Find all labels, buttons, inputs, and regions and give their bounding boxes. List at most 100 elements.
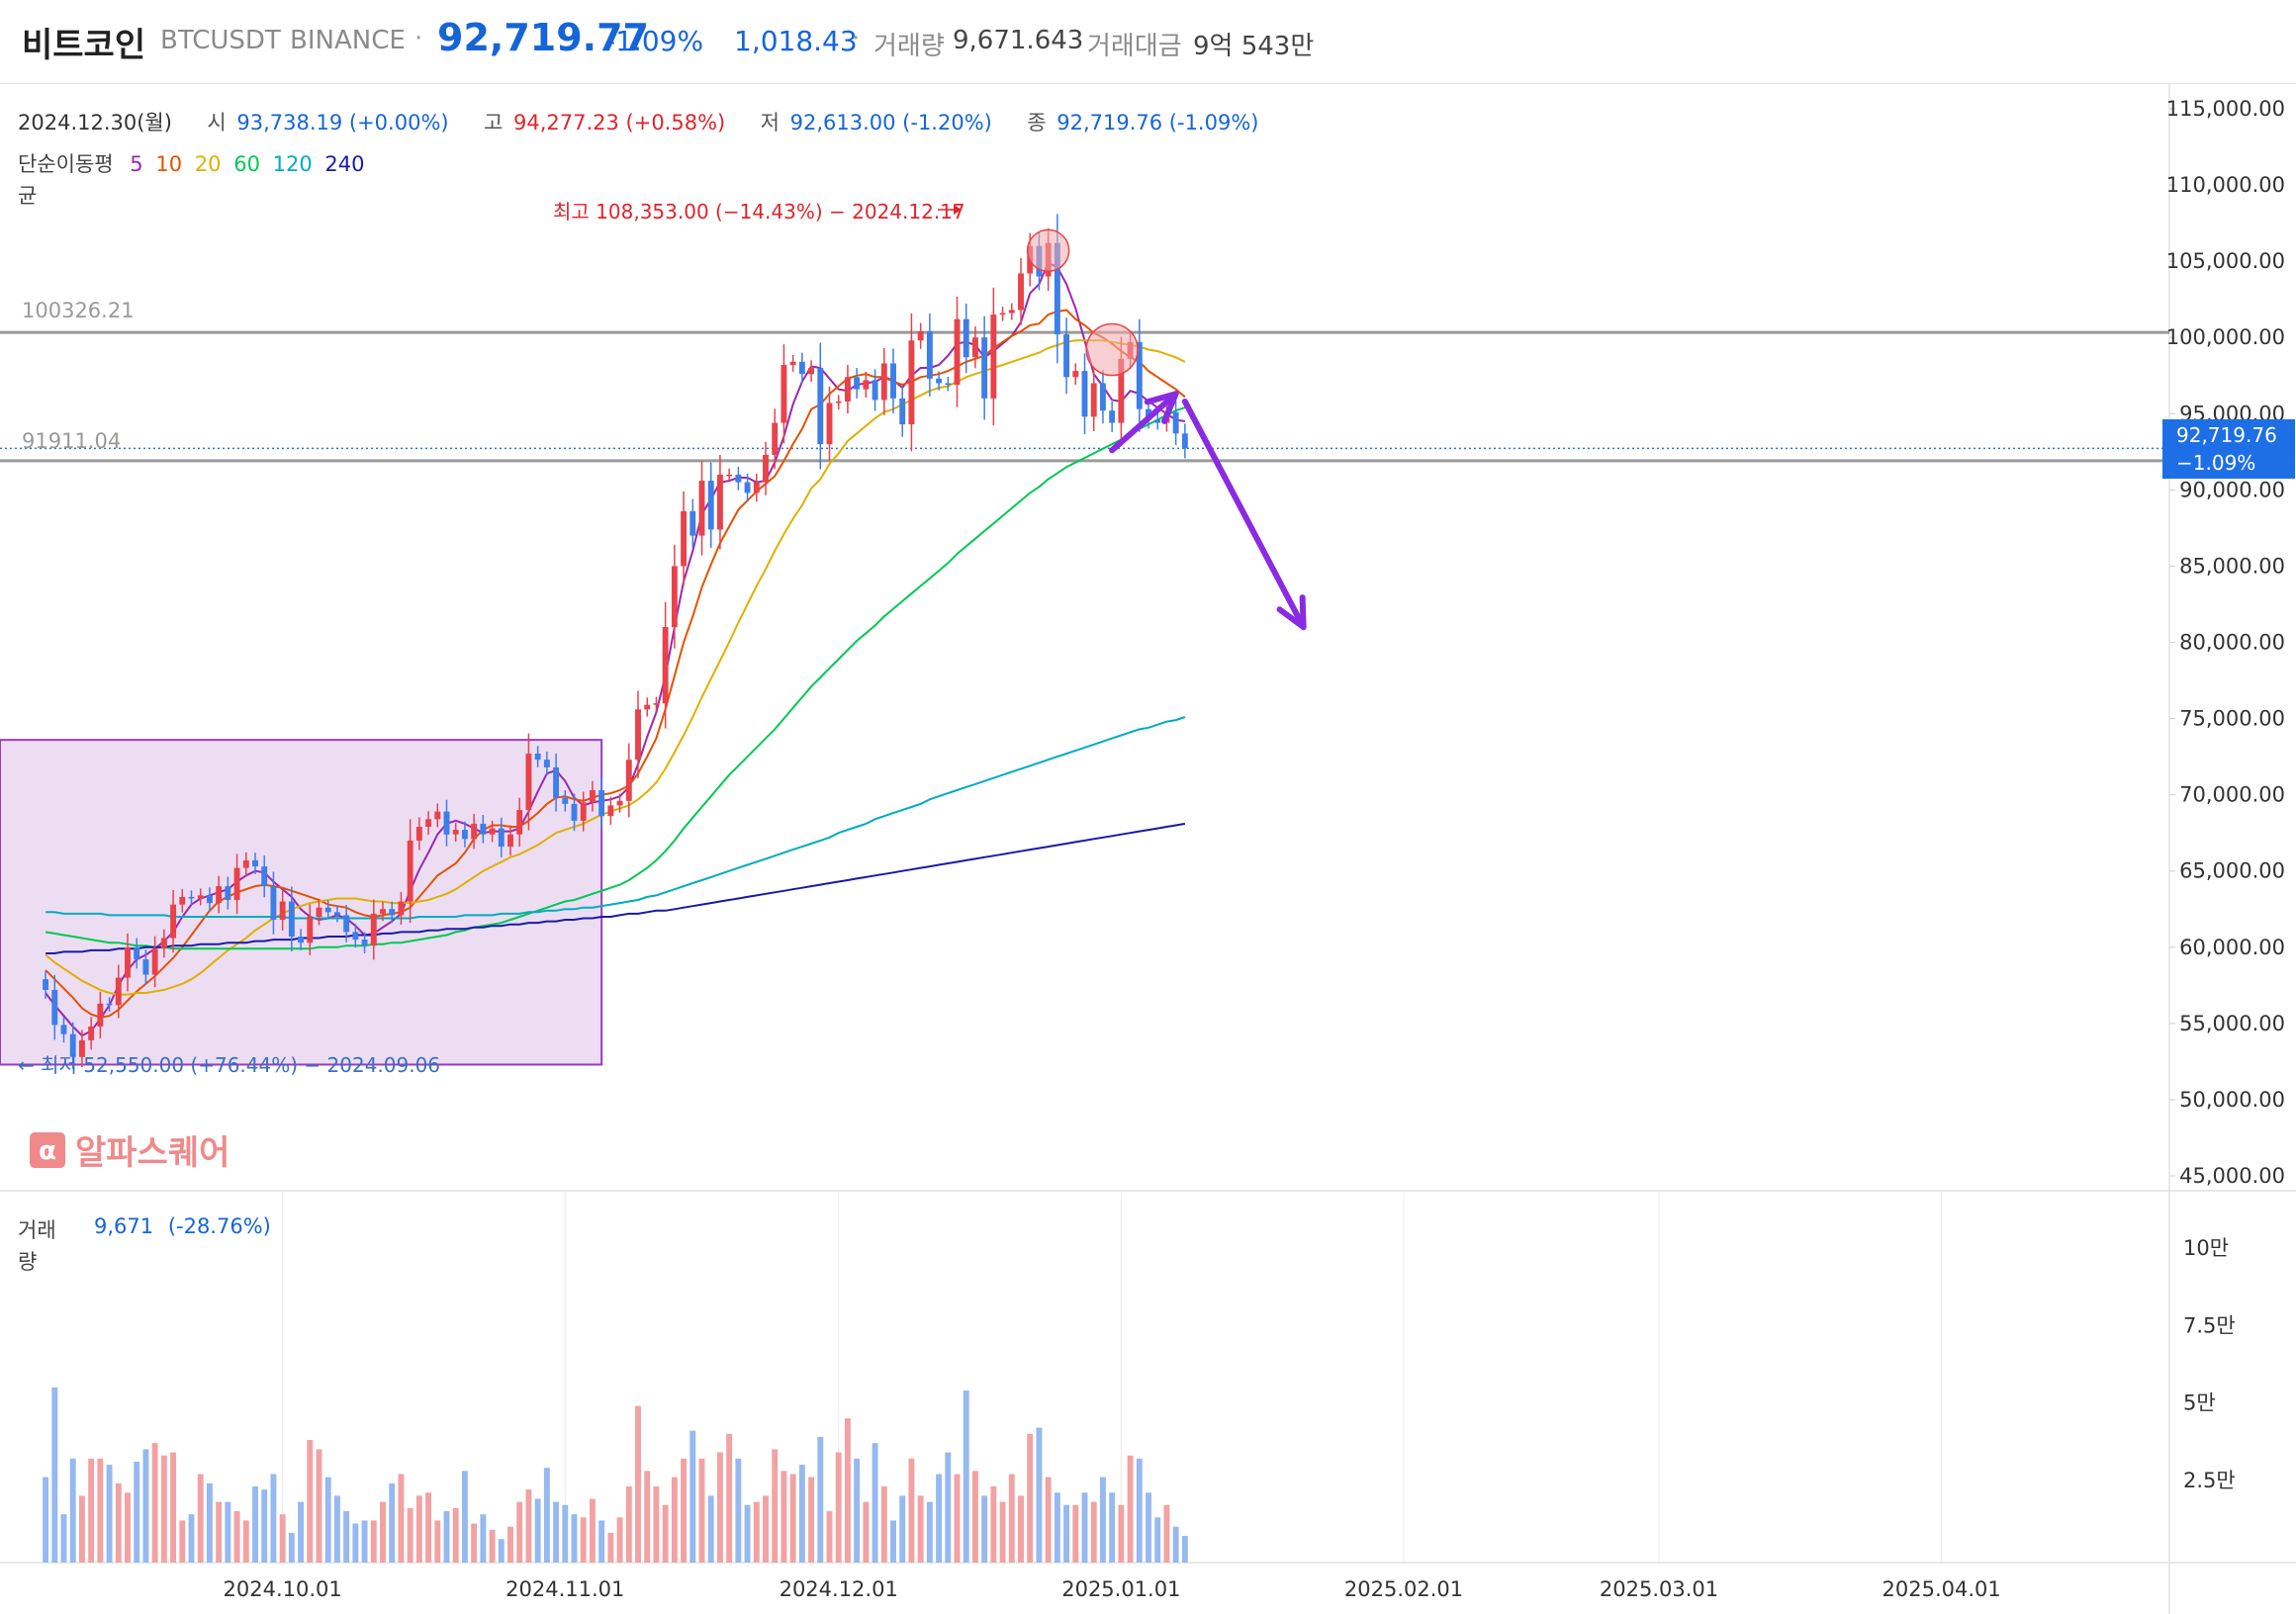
candle-body xyxy=(1181,433,1188,449)
highlight-box xyxy=(0,739,603,1066)
price-tick-label: 80,000.00 xyxy=(2179,631,2285,655)
candle-body xyxy=(316,907,322,917)
volume-bar xyxy=(279,1514,286,1563)
volume-bar xyxy=(763,1495,769,1563)
candle-body xyxy=(1118,358,1125,423)
volume-bar xyxy=(134,1461,140,1563)
volume-bar xyxy=(607,1532,614,1563)
volume-bar xyxy=(233,1511,240,1563)
volume-bar xyxy=(999,1501,1006,1563)
candle-body xyxy=(863,380,870,390)
volume-bar xyxy=(1018,1495,1024,1563)
candle-body xyxy=(580,802,587,821)
open-value: 93,738.19 (+0.00%) xyxy=(236,111,449,134)
candle-body xyxy=(151,948,158,975)
candle-body xyxy=(125,946,131,978)
candle-body xyxy=(370,913,377,946)
candle-body xyxy=(772,422,779,455)
date-tick-label: 2024.10.01 xyxy=(224,1577,342,1601)
ma-240: 240 xyxy=(324,152,365,176)
coin-name: 비트코인 xyxy=(22,26,146,65)
volume-bar xyxy=(781,1471,787,1563)
ma-legend-label: 단순이동평 xyxy=(18,152,114,176)
volume-bar xyxy=(644,1471,651,1563)
candle-body xyxy=(216,886,223,904)
volume-bar xyxy=(480,1514,487,1563)
volume-bar xyxy=(97,1458,104,1563)
volume-bar xyxy=(507,1526,513,1563)
ohlc-date: 2024.12.30(월) xyxy=(18,111,172,134)
candle-body xyxy=(808,368,815,375)
volume-bar xyxy=(653,1486,660,1563)
high-label: 고 xyxy=(483,111,504,134)
candle-body xyxy=(1172,411,1179,434)
trend-arrow-1 xyxy=(1109,391,1179,454)
volume-bar xyxy=(908,1458,915,1563)
candle-body xyxy=(990,314,997,399)
candle-body xyxy=(763,454,769,483)
exchange: BINANCE xyxy=(290,26,406,55)
header-dot-2: · xyxy=(852,24,861,53)
date-tick-label: 2024.12.01 xyxy=(780,1577,898,1601)
volume-bar xyxy=(553,1501,560,1563)
candle-body xyxy=(553,766,560,798)
candle-body xyxy=(398,901,405,916)
price-tick-label: 105,000.00 xyxy=(2166,249,2285,273)
date-tick-label: 2025.04.01 xyxy=(1883,1577,2001,1601)
volume-bar xyxy=(316,1449,322,1563)
candle-body xyxy=(1036,245,1043,277)
header-dot: · xyxy=(414,24,423,53)
candle-body xyxy=(197,895,204,899)
volume-bar xyxy=(744,1504,751,1563)
volume-panel-value: 9,671 (-28.76%) xyxy=(94,1214,271,1238)
volume-bar xyxy=(160,1455,167,1563)
candle-body xyxy=(97,1003,104,1027)
peak-circle xyxy=(1026,228,1070,273)
candle-body xyxy=(1045,242,1052,277)
candle-body xyxy=(134,946,140,960)
volume-bar xyxy=(735,1458,742,1563)
candle-body xyxy=(225,886,231,901)
candle-body xyxy=(206,895,213,904)
volume-bar xyxy=(216,1501,223,1563)
candle-body xyxy=(999,313,1006,315)
candle-body xyxy=(1018,273,1024,311)
volume-bar xyxy=(242,1520,249,1563)
volume-bar xyxy=(798,1465,805,1563)
volume-bar xyxy=(543,1468,550,1563)
close-label: 종 xyxy=(1027,111,1047,134)
candle-body xyxy=(233,867,240,901)
price-tick-label: 100,000.00 xyxy=(2166,325,2285,349)
price-tick-label: 60,000.00 xyxy=(2179,936,2285,959)
date-tick-label: 2025.02.01 xyxy=(1344,1577,1463,1601)
price-tick-label: 110,000.00 xyxy=(2166,173,2285,197)
volume-bar xyxy=(981,1495,988,1563)
volume-bar xyxy=(288,1532,295,1563)
price-tick-label: 90,000.00 xyxy=(2179,478,2285,501)
volume-bar xyxy=(1154,1517,1161,1563)
ma-legend-label-2: 균 xyxy=(18,184,38,208)
candle-body xyxy=(60,1025,67,1034)
volume-panel-number: 9,671 xyxy=(94,1214,154,1238)
candle-body xyxy=(726,474,733,477)
candle-body xyxy=(543,760,550,767)
volume-bar xyxy=(434,1520,441,1563)
candle-body xyxy=(936,378,943,384)
price-tick-label: 45,000.00 xyxy=(2179,1164,2285,1188)
candle-body xyxy=(945,383,952,385)
candle-body xyxy=(598,790,605,817)
candle-body xyxy=(635,709,641,761)
candle-body xyxy=(261,866,268,887)
volume-bar xyxy=(1099,1477,1106,1563)
candle-body xyxy=(525,754,532,811)
current-price: 92,719.77 xyxy=(437,16,649,59)
candle-body xyxy=(963,318,969,358)
volume-bar xyxy=(389,1482,396,1563)
volume-bar xyxy=(598,1520,605,1563)
candle-body xyxy=(789,361,796,365)
candle-body xyxy=(954,318,961,385)
volume-bar xyxy=(1172,1526,1179,1563)
candle-body xyxy=(415,827,422,841)
volume-bar xyxy=(461,1471,468,1563)
